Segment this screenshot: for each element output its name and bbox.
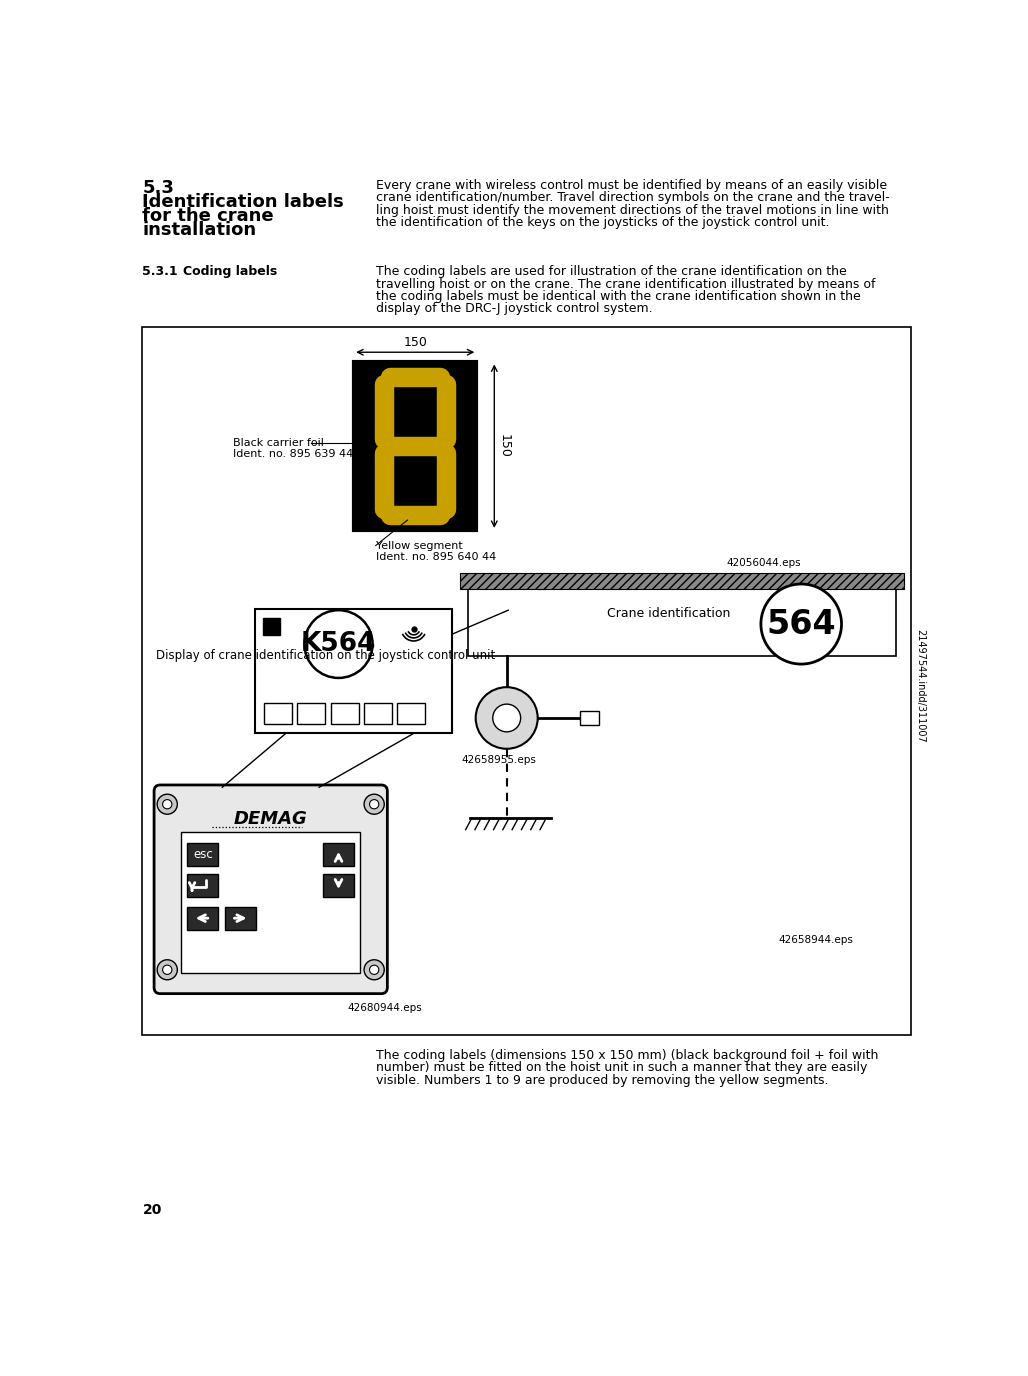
Text: Ident. no. 895 639 44: Ident. no. 895 639 44: [233, 449, 354, 460]
Text: Identification labels: Identification labels: [143, 193, 344, 211]
Text: Every crane with wireless control must be identified by means of an easily visib: Every crane with wireless control must b…: [376, 179, 887, 193]
Bar: [181, 832, 360, 973]
Circle shape: [364, 960, 384, 980]
Text: Yellow segment: Yellow segment: [376, 541, 464, 550]
Circle shape: [492, 705, 520, 732]
Bar: [264, 703, 292, 724]
Bar: [499, 583, 506, 589]
Bar: [297, 703, 325, 724]
Text: 42680944.eps: 42680944.eps: [347, 1003, 421, 1013]
Text: Ident. no. 895 640 44: Ident. no. 895 640 44: [376, 552, 497, 561]
Bar: [364, 703, 392, 724]
Bar: [255, 608, 452, 733]
Circle shape: [304, 610, 372, 678]
Bar: [323, 842, 354, 866]
Text: ling hoist must identify the movement directions of the travel motions in line w: ling hoist must identify the movement di…: [376, 204, 889, 216]
Text: installation: installation: [143, 220, 257, 238]
Text: esc: esc: [193, 848, 213, 861]
Circle shape: [369, 799, 379, 809]
Text: 42056044.eps: 42056044.eps: [727, 557, 801, 568]
Text: Black carrier foil: Black carrier foil: [233, 439, 324, 449]
Text: 42658955.eps: 42658955.eps: [462, 755, 537, 765]
Circle shape: [157, 960, 177, 980]
Circle shape: [761, 583, 842, 665]
Bar: [143, 327, 911, 1035]
Text: 5.3.1: 5.3.1: [143, 266, 178, 278]
Bar: [187, 907, 218, 930]
Text: Crane identification: Crane identification: [608, 607, 731, 621]
Bar: [354, 362, 477, 531]
Text: 21497544.indd/311007: 21497544.indd/311007: [916, 629, 925, 743]
Text: Coding labels: Coding labels: [183, 266, 277, 278]
Bar: [398, 703, 426, 724]
Text: crane identification/number. Travel direction symbols on the crane and the trave: crane identification/number. Travel dire…: [376, 191, 890, 204]
Text: for the crane: for the crane: [143, 206, 274, 224]
FancyBboxPatch shape: [154, 784, 388, 993]
Bar: [461, 574, 904, 589]
Text: 150: 150: [403, 336, 428, 350]
Text: K564: K564: [301, 632, 376, 658]
Text: DEMAG: DEMAG: [233, 810, 307, 828]
Bar: [225, 907, 256, 930]
Circle shape: [476, 687, 538, 749]
Text: the identification of the keys on the joysticks of the joystick control unit.: the identification of the keys on the jo…: [376, 216, 830, 228]
Text: visible. Numbers 1 to 9 are produced by removing the yellow segments.: visible. Numbers 1 to 9 are produced by …: [376, 1073, 829, 1087]
Bar: [354, 362, 477, 531]
Bar: [331, 703, 359, 724]
Bar: [468, 589, 895, 656]
Circle shape: [162, 965, 172, 974]
Text: The coding labels are used for illustration of the crane identification on the: The coding labels are used for illustrat…: [376, 266, 847, 278]
Bar: [187, 874, 218, 897]
Circle shape: [369, 965, 379, 974]
Text: 5.3: 5.3: [143, 179, 175, 197]
Bar: [581, 711, 599, 725]
Bar: [262, 618, 280, 634]
Bar: [538, 583, 545, 589]
Text: 564: 564: [767, 608, 836, 641]
Circle shape: [162, 799, 172, 809]
Text: The coding labels (dimensions 150 x 150 mm) (black background foil + foil with: The coding labels (dimensions 150 x 150 …: [376, 1049, 879, 1062]
Text: 42658944.eps: 42658944.eps: [778, 936, 853, 945]
Bar: [187, 842, 218, 866]
Text: 20: 20: [143, 1203, 161, 1218]
Text: travelling hoist or on the crane. The crane identification illustrated by means : travelling hoist or on the crane. The cr…: [376, 278, 876, 290]
Text: 150: 150: [498, 435, 510, 458]
Text: Display of crane identification on the joystick control unit: Display of crane identification on the j…: [155, 648, 494, 662]
Text: number) must be fitted on the hoist unit in such a manner that they are easily: number) must be fitted on the hoist unit…: [376, 1061, 868, 1075]
Text: the coding labels must be identical with the crane identification shown in the: the coding labels must be identical with…: [376, 290, 861, 303]
Circle shape: [157, 794, 177, 815]
Circle shape: [364, 794, 384, 815]
Text: display of the DRC-J joystick control system.: display of the DRC-J joystick control sy…: [376, 303, 653, 315]
Bar: [323, 874, 354, 897]
